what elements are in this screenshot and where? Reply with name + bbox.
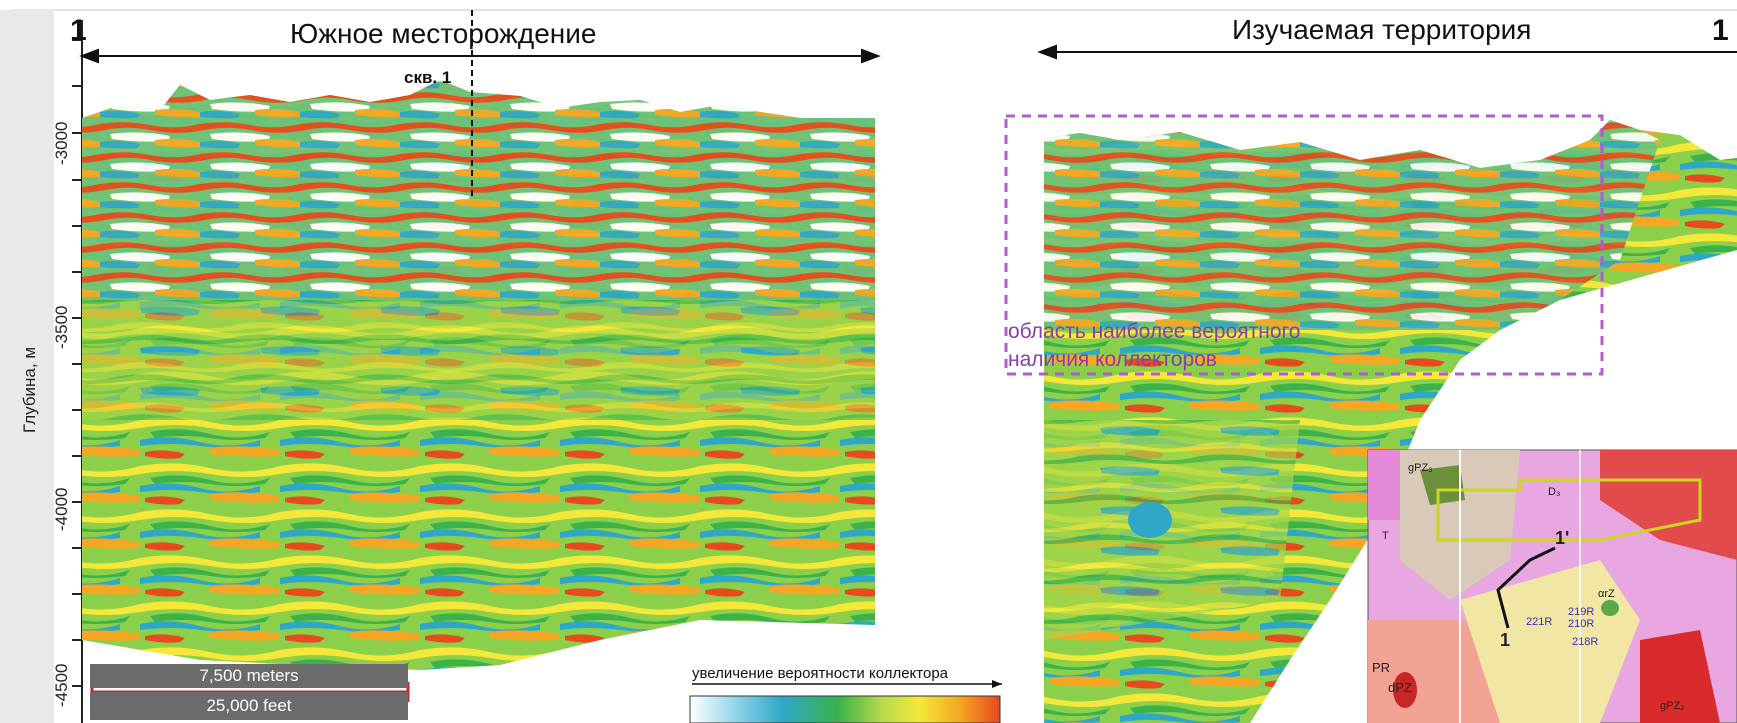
- map-label-profile-start: 1: [1500, 630, 1511, 650]
- map-label-210r: 210R: [1568, 618, 1595, 630]
- y-axis-label: Глубина, м: [20, 346, 39, 434]
- probability-legend-label: увеличение вероятности коллектора: [692, 665, 949, 682]
- probability-legend: [689, 680, 1002, 723]
- inset-geological-map: [1367, 449, 1737, 723]
- map-label-profile-end: 1': [1555, 528, 1570, 548]
- left-section-title: Южное месторождение: [290, 18, 597, 49]
- y-tick-3000: -3000: [52, 121, 71, 165]
- depth-axis-ticks: [72, 39, 82, 687]
- map-label-t: T: [1382, 530, 1389, 542]
- right-section-title: Изучаемая территория: [1232, 14, 1532, 45]
- map-label-dpz: dPZ: [1388, 680, 1412, 695]
- left-profile-arrow: [79, 48, 881, 64]
- map-label-219r: 219R: [1568, 606, 1595, 618]
- scale-feet: 25,000 feet: [90, 692, 408, 720]
- map-label-gpz2: gPZ₂: [1660, 700, 1685, 712]
- axis-band: [0, 10, 54, 723]
- region-label-line2: наличия коллекторов: [1008, 348, 1217, 371]
- probable-reservoir-region: [1004, 114, 1604, 376]
- map-label-gpz3: gPZ₃: [1408, 462, 1433, 474]
- map-label-218r: 218R: [1572, 636, 1599, 648]
- left-end-marker: 1: [70, 14, 87, 47]
- y-tick-4500: -4500: [52, 663, 71, 707]
- y-tick-4000: -4000: [52, 487, 71, 531]
- well-label: скв. 1: [404, 68, 452, 87]
- map-label-d3: D₃: [1548, 486, 1561, 498]
- right-end-marker: 1: [1712, 14, 1729, 47]
- map-label-221r: 221R: [1526, 616, 1553, 628]
- y-tick-3500: -3500: [52, 305, 71, 349]
- region-label-line1: область наиболее вероятного: [1008, 320, 1301, 343]
- left-seismic-section: [82, 80, 875, 670]
- scale-meters: 7,500 meters: [90, 664, 408, 688]
- right-seismic-section: [1044, 120, 1737, 723]
- right-profile-arrow: [1037, 44, 1737, 60]
- map-label-arz: αrZ: [1598, 588, 1615, 600]
- map-label-pr: PR: [1372, 660, 1391, 675]
